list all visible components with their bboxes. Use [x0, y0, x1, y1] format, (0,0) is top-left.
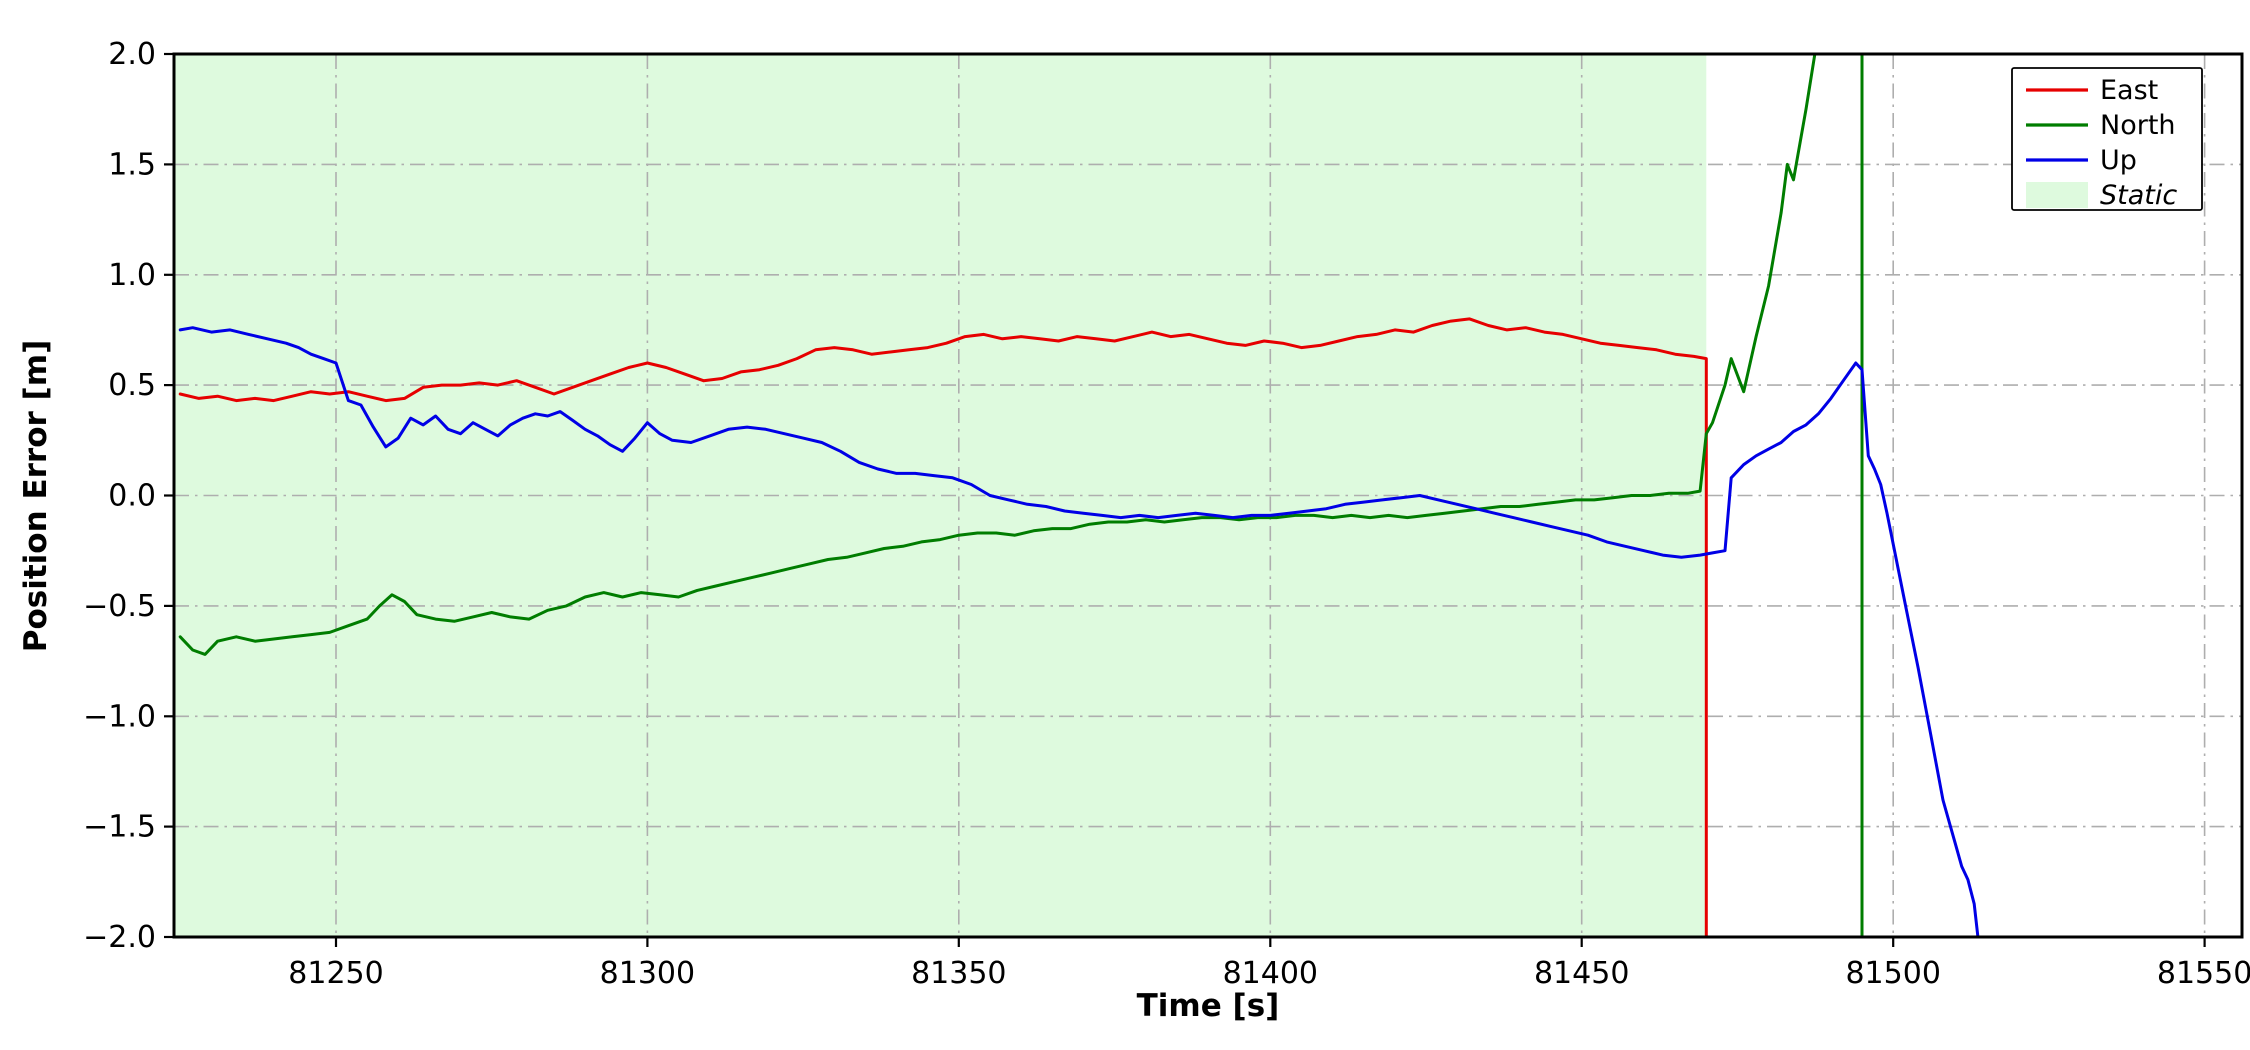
x-tick-label: 81550: [2157, 956, 2250, 991]
y-tick-label: 0.0: [108, 479, 156, 514]
y-tick-label: 0.5: [108, 368, 156, 403]
y-tick-label: −1.0: [83, 699, 156, 734]
y-tick-label: 1.5: [108, 147, 156, 182]
series-line-east: [178, 317, 1708, 937]
x-axis: 81250 81300 81350 81400 81450 81500 81550: [288, 937, 2250, 991]
legend-label-static: Static: [2100, 180, 2177, 211]
y-tick-label: −2.0: [83, 920, 156, 955]
legend: East North Up Static: [2011, 67, 2203, 211]
y-axis: −2.0 −1.5 −1.0 −0.5 0.0 0.5 1.0 1.5 2.0: [83, 37, 174, 955]
x-tick-label: 81450: [1534, 956, 1629, 991]
legend-label-north: North: [2100, 110, 2176, 141]
x-tick-label: 81400: [1223, 956, 1318, 991]
legend-box: [2011, 67, 2203, 211]
x-axis-label: Time [s]: [1136, 988, 1280, 1024]
x-tick-label: 81500: [1845, 956, 1940, 991]
y-tick-label: −0.5: [83, 589, 156, 624]
legend-label-up: Up: [2100, 145, 2137, 176]
series-line-north: [178, 54, 1864, 937]
legend-label-east: East: [2100, 75, 2158, 106]
series-line-up: [178, 326, 1980, 937]
x-tick-label: 81350: [911, 956, 1006, 991]
y-tick-label: 1.0: [108, 258, 156, 293]
x-tick-label: 81300: [600, 956, 695, 991]
legend-sample-static: [2026, 182, 2088, 208]
y-tick-label: −1.5: [83, 810, 156, 845]
series-group: [178, 54, 1980, 937]
x-tick-label: 81250: [288, 956, 383, 991]
y-tick-label: 2.0: [108, 37, 156, 72]
y-axis-label: Position Error [m]: [18, 339, 54, 653]
